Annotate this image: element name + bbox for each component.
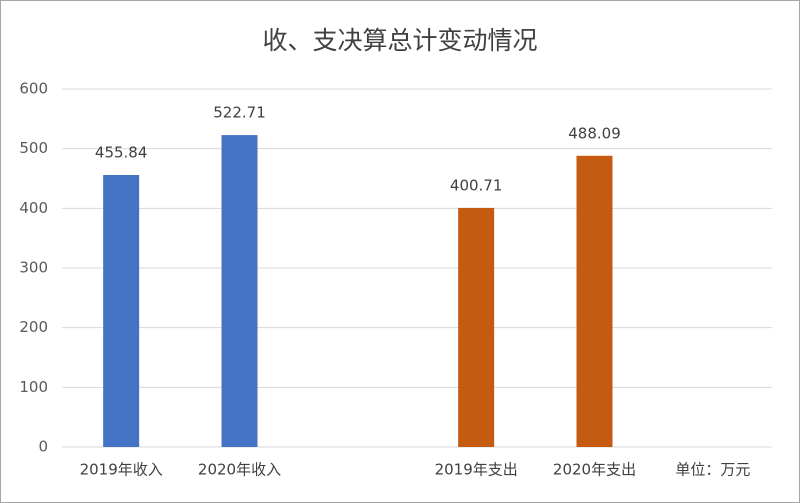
y-tick-label: 0	[38, 438, 48, 456]
y-tick-label: 100	[19, 378, 48, 396]
unit-note: 单位：万元	[675, 461, 750, 479]
x-tick-label: 2019年收入	[80, 461, 163, 479]
bar	[576, 155, 613, 448]
value-label: 488.09	[568, 124, 621, 142]
value-label: 522.71	[213, 104, 266, 122]
bar	[458, 207, 495, 447]
y-tick-label: 400	[19, 199, 48, 217]
x-tick-label: 2019年支出	[435, 461, 518, 479]
x-tick-label: 2020年收入	[198, 461, 281, 479]
y-tick-label: 200	[19, 318, 48, 336]
value-label: 455.84	[95, 144, 148, 162]
value-label: 400.71	[450, 176, 503, 194]
x-tick-label: 2020年支出	[553, 461, 636, 479]
y-tick-label: 600	[19, 80, 48, 98]
bar	[221, 135, 258, 447]
y-tick-label: 500	[19, 139, 48, 157]
bar	[103, 175, 140, 447]
chart-title: 收、支决算总计变动情况	[262, 26, 537, 55]
y-tick-label: 300	[19, 259, 48, 277]
